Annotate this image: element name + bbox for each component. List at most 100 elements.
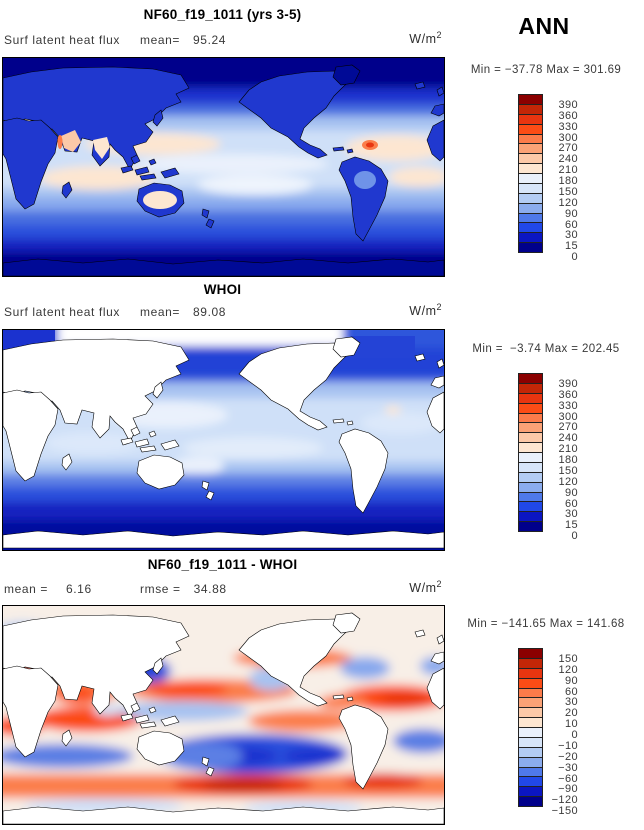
- colorbar-tick-label: 210: [558, 443, 578, 456]
- japan-landmass: [152, 109, 164, 127]
- colorbar-tick-label: 300: [558, 131, 578, 144]
- panel1-variable-label: Surf latent heat flux: [4, 33, 120, 47]
- coastlines-land: [3, 612, 444, 824]
- colorbar-tick-label: 390: [558, 98, 578, 111]
- colorbar-tick-label: 330: [558, 120, 578, 133]
- caribbean-islands-landmass: [332, 418, 354, 426]
- colorbar-tick-label: 360: [558, 109, 578, 122]
- antarctica-landmass: [3, 258, 444, 276]
- north-america-landmass: [238, 70, 356, 159]
- madagascar-landmass: [61, 453, 73, 471]
- panel3-rmse-stat: rmse = 34.88: [140, 582, 227, 596]
- colorbar-tick-label: 30: [564, 229, 578, 242]
- panel1-stat-line: Surf latent heat flux mean= 95.24 W/m2: [0, 30, 450, 49]
- coastlines-land: [3, 64, 444, 276]
- panel1-title: NF60_f19_1011 (yrs 3-5): [143, 7, 302, 22]
- colorbar-tick-label: 270: [558, 421, 578, 434]
- west-africa-edge-landmass: [426, 119, 444, 162]
- panel2-stat-line: Surf latent heat flux mean= 89.08 W/m2: [0, 302, 450, 321]
- colorbar-cell: [518, 796, 543, 807]
- colorbar-tick-labels: 390 360 330 300 270 240 210 180 150 120 90 60 30 15 0: [547, 94, 578, 268]
- colorbar-tick-label: 150: [558, 464, 578, 477]
- colorbar-tick-label: −10: [558, 739, 578, 752]
- colorbar-swatches: [518, 94, 543, 253]
- new-zealand-landmass: [201, 208, 215, 229]
- australia-landmass: [136, 730, 185, 766]
- colorbar-tick-label: 20: [564, 707, 578, 720]
- model-map: [2, 57, 445, 277]
- colorbar-tick-label: 150: [558, 652, 578, 665]
- greenland-landmass: [332, 336, 361, 358]
- colorbar-tick-label: 360: [558, 388, 578, 401]
- antarctica-landmass: [3, 530, 444, 549]
- colorbar-tick-label: 390: [558, 377, 578, 390]
- colorbar-tick-label: 90: [564, 486, 578, 499]
- new-guinea-landmass: [160, 167, 180, 179]
- colorbar-tick-label: 180: [558, 175, 578, 187]
- colorbar-tick-label: 0: [571, 729, 578, 741]
- colorbar-tick-label: 15: [564, 519, 578, 532]
- colorbar-tick-label: 210: [558, 164, 578, 177]
- colorbar-tick-label: 90: [564, 674, 578, 687]
- colorbar-swatches: [518, 648, 543, 807]
- colorbar-cell: [518, 242, 543, 253]
- iceland-landmass: [414, 629, 426, 638]
- iberia-edge-landmass: [430, 375, 444, 389]
- colorbar-tick-label: 330: [558, 399, 578, 412]
- colorbar-tick-label: 60: [564, 497, 578, 510]
- panel2-variable-label: Surf latent heat flux: [4, 305, 120, 319]
- colorbar-cell: [518, 521, 543, 532]
- panel3-colorbar: 150 120 90 60 30 20 10 0 −10 −20 −30 −60 −90 −120 −150: [518, 648, 580, 826]
- colorbar-tick-label: 300: [558, 410, 578, 423]
- colorbar-tick-label: 120: [558, 475, 578, 488]
- panel1-mean-stat: mean= 95.24: [140, 33, 227, 47]
- britain-landmass: [436, 634, 444, 645]
- colorbar-swatches: [518, 373, 543, 532]
- madagascar-landmass: [61, 729, 73, 747]
- greenland-landmass: [332, 612, 361, 634]
- panel2-units-label: W/m2: [409, 302, 442, 319]
- britain-landmass: [436, 358, 444, 369]
- west-africa-edge-landmass: [426, 391, 444, 434]
- japan-landmass: [152, 657, 164, 675]
- colorbar-tick-label: 30: [564, 508, 578, 521]
- colorbar-tick-label: 60: [564, 685, 578, 698]
- south-america-landmass: [338, 428, 389, 514]
- panel1-colorbar: 390 360 330 300 270 240 210 180 150 120 90 60 30 15 0: [518, 94, 580, 272]
- colorbar-tick-label: −20: [558, 750, 578, 763]
- colorbar-tick-label: 240: [558, 432, 578, 445]
- north-america-landmass: [238, 618, 356, 707]
- colorbar-tick-label: 15: [564, 240, 578, 253]
- north-america-landmass: [238, 342, 356, 431]
- britain-landmass: [436, 86, 444, 97]
- panel1-units-label: W/m2: [409, 30, 442, 47]
- coastlines-land: [3, 336, 444, 549]
- caribbean-islands-landmass: [332, 694, 354, 702]
- new-zealand-landmass: [201, 480, 215, 501]
- new-zealand-landmass: [201, 756, 215, 777]
- japan-landmass: [152, 381, 164, 399]
- colorbar-tick-label: 120: [558, 663, 578, 676]
- maritime-islands-landmass: [120, 154, 157, 181]
- panel3-units-label: W/m2: [409, 579, 442, 596]
- africa-landmass: [3, 117, 59, 210]
- colorbar-tick-label: 240: [558, 153, 578, 166]
- panel3-title: NF60_f19_1011 - WHOI: [147, 557, 298, 572]
- diff-map: [2, 605, 445, 825]
- iberia-edge-landmass: [430, 651, 444, 665]
- iceland-landmass: [414, 81, 426, 90]
- colorbar-tick-label: 10: [564, 718, 578, 731]
- panel2-title: WHOI: [203, 282, 242, 297]
- panel2-minmax: Min = −3.74 Max = 202.45: [472, 343, 620, 355]
- colorbar-tick-label: −150: [551, 805, 578, 818]
- obs-map: [2, 329, 445, 551]
- colorbar-tick-label: 90: [564, 207, 578, 220]
- greenland-landmass: [332, 64, 361, 86]
- colorbar-tick-label: 60: [564, 218, 578, 231]
- model-map-land-overlays: [57, 130, 378, 209]
- colorbar-tick-label: −90: [558, 783, 578, 796]
- maritime-islands-landmass: [120, 426, 157, 453]
- colorbar-tick-label: 180: [558, 454, 578, 466]
- south-america-landmass: [338, 156, 389, 242]
